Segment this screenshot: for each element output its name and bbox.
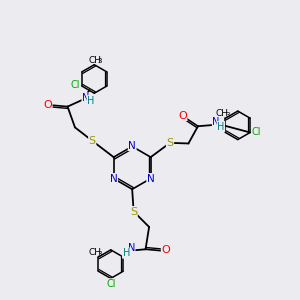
Text: N: N — [128, 243, 135, 253]
Text: S: S — [130, 206, 137, 217]
Text: Cl: Cl — [107, 279, 116, 289]
Text: CH: CH — [216, 109, 229, 118]
Text: H: H — [217, 122, 224, 131]
Text: 3: 3 — [98, 58, 102, 64]
Text: 3: 3 — [98, 251, 102, 257]
Text: O: O — [178, 110, 187, 121]
Text: S: S — [89, 136, 96, 146]
Text: 3: 3 — [225, 112, 230, 118]
Text: CH: CH — [89, 56, 102, 65]
Text: H: H — [122, 248, 130, 258]
Text: N: N — [82, 93, 89, 103]
Text: Cl: Cl — [71, 80, 80, 90]
Text: H: H — [87, 96, 94, 106]
Text: S: S — [167, 138, 174, 148]
Text: Cl: Cl — [252, 127, 261, 137]
Text: N: N — [212, 117, 220, 128]
Text: N: N — [128, 140, 136, 151]
Text: N: N — [110, 173, 118, 184]
Text: O: O — [161, 245, 170, 255]
Text: CH: CH — [88, 248, 101, 257]
Text: N: N — [147, 173, 154, 184]
Text: O: O — [43, 100, 52, 110]
